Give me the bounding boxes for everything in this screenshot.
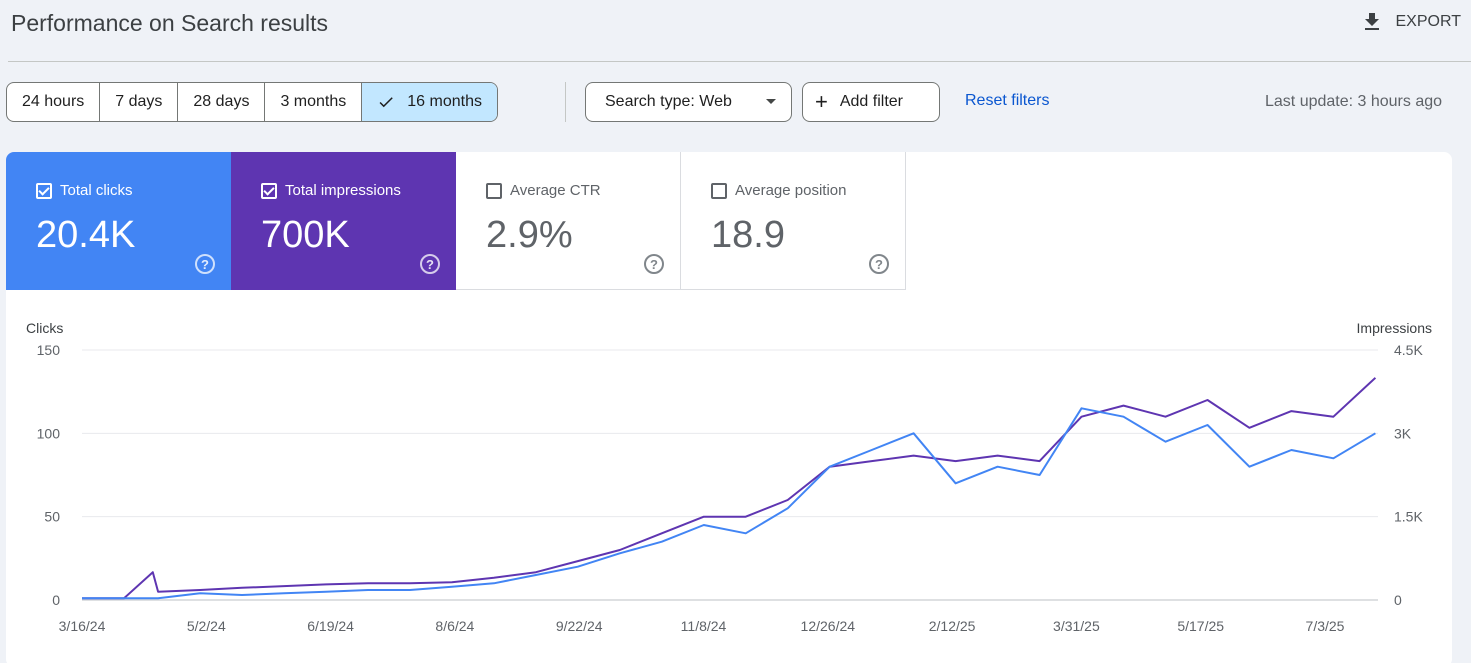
range-label: 24 hours: [22, 93, 85, 110]
export-label: EXPORT: [1395, 13, 1462, 30]
metric-average-position[interactable]: Average position 18.9 ?: [681, 152, 906, 290]
add-filter-label: Add filter: [839, 93, 903, 110]
range-label: 3 months: [280, 93, 347, 110]
x-tick-label: 9/22/24: [556, 618, 603, 634]
x-tick-label: 6/19/24: [307, 618, 354, 634]
y-left-axis-title: Clicks: [26, 320, 63, 336]
range-16-months[interactable]: 16 months: [362, 83, 497, 121]
y-left-tick-label: 50: [44, 509, 60, 525]
impressions-series-line: [82, 377, 1377, 600]
help-icon[interactable]: ?: [195, 254, 215, 274]
search-type-label: Search type: Web: [605, 93, 732, 110]
date-range-selector: 24 hours 7 days 28 days 3 months 16 mont…: [6, 82, 498, 122]
x-tick-label: 3/31/25: [1053, 618, 1100, 634]
help-icon[interactable]: ?: [869, 254, 889, 274]
plus-icon: +: [815, 89, 828, 114]
y-right-tick-label: 4.5K: [1394, 342, 1423, 358]
x-tick-label: 11/8/24: [681, 618, 727, 634]
metric-label: Average CTR: [510, 182, 601, 199]
x-tick-label: 12/26/24: [801, 618, 856, 634]
performance-card: Total clicks 20.4K ? Total impressions 7…: [6, 152, 1452, 663]
help-icon[interactable]: ?: [420, 254, 440, 274]
metric-value: 18.9: [711, 214, 785, 256]
checkbox-unchecked-icon: [486, 182, 502, 199]
check-icon: [379, 97, 394, 108]
y-right-axis-title: Impressions: [1357, 320, 1432, 336]
y-right-tick-label: 0: [1394, 592, 1402, 608]
checkbox-checked-icon: [261, 182, 277, 199]
x-tick-label: 3/16/24: [59, 618, 106, 634]
clicks-series-line: [82, 407, 1376, 600]
y-right-tick-label: 3K: [1394, 425, 1412, 441]
last-update-text: Last update: 3 hours ago: [1265, 93, 1443, 110]
range-24-hours[interactable]: 24 hours: [7, 83, 101, 121]
download-icon: [1364, 13, 1379, 30]
metric-label: Total impressions: [285, 182, 401, 199]
range-28-days[interactable]: 28 days: [178, 83, 266, 121]
x-tick-label: 5/2/24: [187, 618, 226, 634]
y-left-tick-label: 150: [37, 342, 61, 358]
x-tick-label: 7/3/25: [1306, 618, 1345, 634]
reset-filters-link[interactable]: Reset filters: [965, 92, 1050, 109]
y-left-tick-label: 0: [52, 592, 60, 608]
toolbar-separator: [565, 82, 566, 122]
metric-average-ctr[interactable]: Average CTR 2.9% ?: [456, 152, 681, 290]
y-left-tick-label: 100: [37, 425, 61, 441]
caret-down-icon: [766, 99, 776, 104]
range-3-months[interactable]: 3 months: [265, 83, 363, 121]
range-label: 16 months: [407, 93, 482, 110]
metric-value: 700K: [261, 214, 350, 256]
x-tick-label: 5/17/25: [1177, 618, 1224, 634]
export-button[interactable]: EXPORT: [1360, 10, 1462, 34]
range-label: 7 days: [115, 93, 163, 110]
header-divider: [8, 61, 1471, 62]
checkbox-unchecked-icon: [711, 182, 727, 199]
search-type-dropdown[interactable]: Search type: Web: [585, 82, 792, 122]
checkbox-checked-icon: [36, 182, 52, 199]
metric-value: 20.4K: [36, 214, 136, 256]
metric-label: Average position: [735, 182, 847, 199]
x-tick-label: 8/6/24: [435, 618, 474, 634]
y-right-tick-label: 1.5K: [1394, 509, 1423, 525]
x-tick-label: 2/12/25: [929, 618, 976, 634]
metric-value: 2.9%: [486, 214, 573, 256]
metric-total-impressions[interactable]: Total impressions 700K ?: [231, 152, 456, 290]
page-title: Performance on Search results: [11, 10, 329, 36]
help-icon[interactable]: ?: [644, 254, 664, 274]
metric-label: Total clicks: [60, 182, 133, 199]
add-filter-button[interactable]: + Add filter: [802, 82, 940, 122]
range-label: 28 days: [193, 93, 250, 110]
range-7-days[interactable]: 7 days: [100, 83, 179, 121]
metric-total-clicks[interactable]: Total clicks 20.4K ?: [6, 152, 231, 290]
